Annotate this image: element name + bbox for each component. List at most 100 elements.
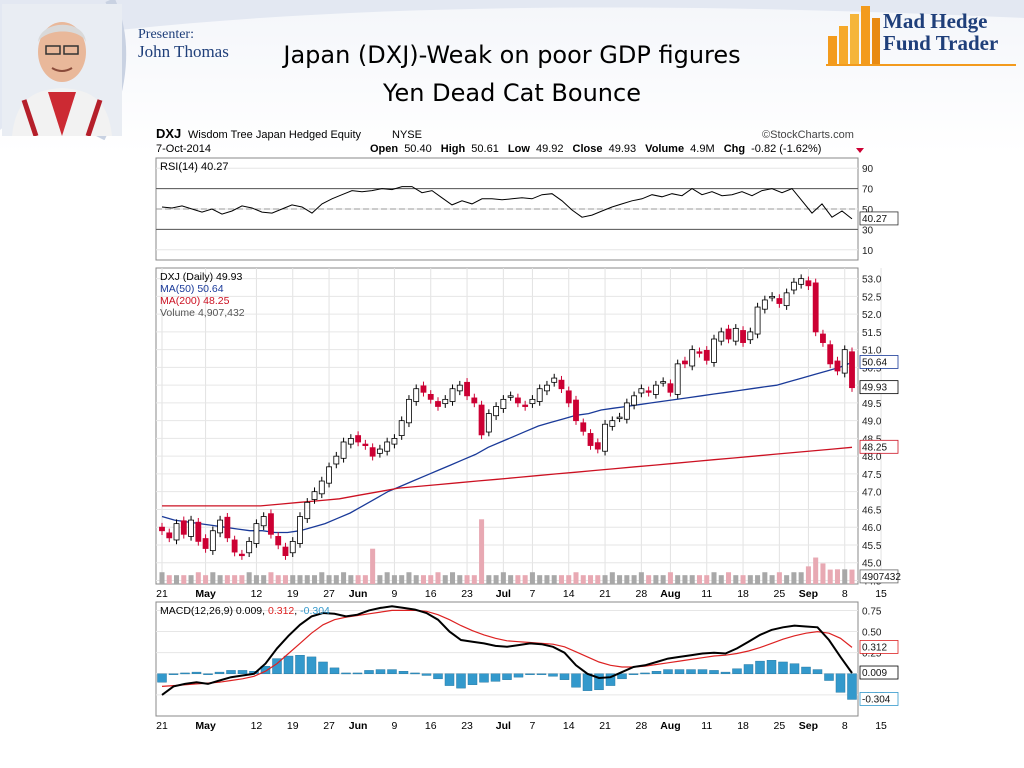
chg-label: Chg	[724, 143, 745, 155]
macd-tick-label: 0.75	[862, 606, 882, 617]
chart-header: DXJ Wisdom Tree Japan Hedged Equity NYSE…	[156, 126, 864, 155]
macd-histogram-bar	[490, 673, 501, 682]
candle-body	[711, 338, 717, 363]
volume-bar	[304, 575, 310, 584]
candle-body	[224, 516, 231, 539]
volume-bar	[849, 569, 855, 584]
volume-bar	[682, 575, 688, 584]
volume-bar	[580, 575, 586, 584]
volume-bar	[747, 575, 753, 584]
candle-body	[456, 384, 463, 392]
volume-bar	[704, 575, 710, 584]
volume-bar	[508, 575, 514, 584]
candle-body	[195, 521, 202, 542]
candle-body	[231, 539, 238, 553]
signal-line	[161, 609, 853, 687]
macd-histogram-bar	[594, 673, 604, 691]
volume-bar	[399, 575, 405, 584]
volume-value: 4.9M	[690, 143, 714, 155]
candle-body	[340, 441, 347, 459]
volume-bar	[667, 572, 673, 584]
volume-bar	[450, 572, 456, 584]
macd-histogram-bar	[651, 671, 662, 674]
candle-body	[660, 381, 667, 384]
candle-body	[464, 381, 470, 397]
price-x-label: Aug	[660, 588, 680, 600]
histogram-last-label-box	[859, 692, 899, 706]
volume-bar	[617, 575, 623, 584]
volume-bar	[813, 557, 819, 584]
volume-bar	[377, 575, 383, 584]
candle-body	[798, 278, 805, 285]
volume-legend: Volume 4,907,432	[160, 307, 245, 319]
chart-symbol: DXJ	[156, 126, 181, 141]
macd-x-label: 11	[701, 720, 712, 732]
macd-x-label: Jul	[496, 720, 511, 732]
volume-bar	[827, 569, 833, 584]
volume-bar	[319, 572, 325, 584]
macd-histogram-bar	[766, 660, 777, 674]
volume-bar	[362, 575, 368, 584]
candle-body	[376, 448, 383, 454]
macd-histogram-bar	[352, 672, 363, 675]
volume-bar	[420, 575, 426, 584]
macd-x-label: 21	[599, 720, 611, 732]
candle-body	[573, 399, 579, 422]
price-legend: DXJ (Daily) 49.93	[160, 271, 242, 283]
volume-bar	[457, 575, 463, 584]
rsi-tick-label: 90	[862, 164, 874, 175]
candle-body	[682, 360, 688, 365]
volume-bar	[188, 575, 194, 584]
candle-body	[703, 349, 710, 361]
volume-bar	[834, 569, 840, 584]
macd-histogram-bar	[180, 672, 190, 675]
presenter-photo	[2, 4, 122, 136]
volume-bar	[435, 572, 441, 584]
macd-histogram-bar	[157, 673, 167, 683]
rsi-panel: 90 70 50 30 10 RSI(14) 40.27 40.27	[155, 157, 899, 261]
macd-x-label: 18	[737, 720, 749, 732]
logo-text: Mad Hedge Fund Trader	[883, 10, 998, 54]
stock-chart: DXJ Wisdom Tree Japan Hedged Equity NYSE…	[152, 124, 906, 738]
candle-body	[747, 331, 754, 341]
candle-body	[202, 538, 209, 549]
candle-body	[522, 404, 529, 407]
macd-histogram-bar	[789, 663, 800, 674]
candle-body	[514, 397, 521, 404]
macd-line	[161, 605, 853, 696]
presenter-name: John Thomas	[138, 42, 229, 61]
price-tick-label: 46.0	[862, 523, 882, 534]
macd-x-label: 23	[461, 720, 473, 732]
candle-body	[631, 395, 638, 406]
rsi-last-label-box	[859, 211, 899, 226]
volume-bar	[769, 575, 775, 584]
candle-body	[209, 530, 216, 552]
macd-histogram-bar	[663, 669, 673, 674]
volume-bar	[406, 572, 412, 584]
candle-body	[652, 384, 659, 395]
candle-body	[645, 390, 652, 393]
candle-body	[180, 520, 187, 535]
chart-source: ©StockCharts.com	[762, 129, 854, 141]
price-tick-label: 52.0	[862, 310, 882, 321]
ma200-line	[162, 446, 853, 507]
volume-bar	[675, 575, 681, 584]
macd-legend-macd: 0.009,	[236, 605, 268, 617]
candle-body	[776, 298, 783, 304]
volume-bar	[195, 572, 201, 584]
volume-bar	[529, 572, 535, 584]
macd-histogram-bar	[732, 668, 742, 674]
candle-body	[805, 280, 812, 287]
macd-histogram-bar	[536, 673, 547, 675]
candle-body	[587, 433, 594, 446]
candle-body	[362, 443, 369, 447]
price-tick-label: 45.5	[862, 541, 882, 552]
volume-bar	[609, 572, 615, 584]
price-frame	[155, 267, 859, 585]
candle-body	[355, 435, 362, 443]
candle-body	[740, 330, 746, 343]
macd-legend-label: MACD(12,26,9)	[160, 605, 236, 617]
candle-body	[188, 519, 194, 537]
rsi-line	[161, 186, 853, 220]
candle-body	[347, 438, 354, 445]
